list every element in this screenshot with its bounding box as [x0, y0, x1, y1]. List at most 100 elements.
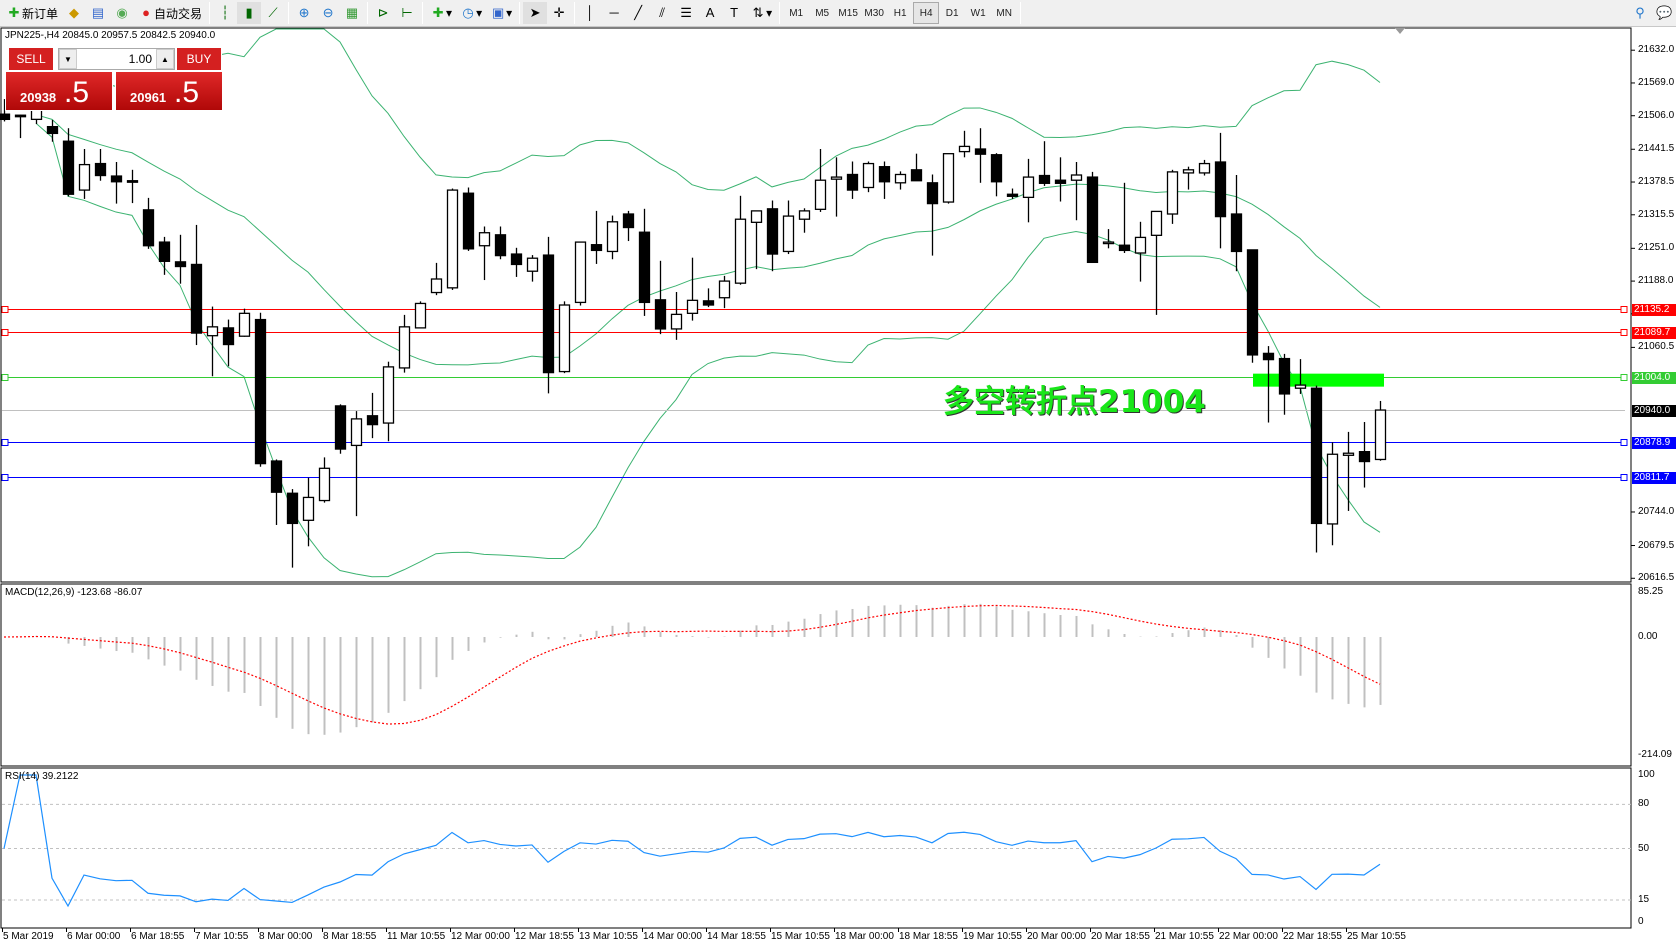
bull-candle	[1150, 210, 1163, 236]
pivot-annotation-text[interactable]: 多空转折点21004	[943, 384, 1206, 420]
time-axis-label: 5 Mar 2019	[3, 931, 54, 942]
level-handle	[1, 306, 9, 313]
timeframe-h1[interactable]: H1	[893, 7, 907, 19]
line-chart-button[interactable]: ⟋	[261, 2, 285, 24]
bull-candle	[894, 173, 907, 184]
terminal-button[interactable]: ▤	[86, 2, 110, 24]
zoom-in-button[interactable]: ⊕	[292, 2, 316, 24]
equidistant-channel-button[interactable]: ⫽	[650, 2, 674, 24]
price-axis-label: 20616.5	[1638, 572, 1675, 584]
price-tag: 20878.9	[1632, 436, 1676, 449]
bear-candle	[286, 492, 299, 525]
bull-candle	[734, 218, 747, 284]
templates-button[interactable]: ▣ ▾	[491, 5, 513, 20]
pivot-zone-rectangle	[1253, 373, 1384, 387]
timeframe-m30[interactable]: M30	[864, 7, 884, 19]
bull-candle	[78, 163, 91, 191]
macd-axis-label: 85.25	[1638, 586, 1664, 597]
timeframe-w1[interactable]: W1	[970, 7, 986, 19]
cursor-button[interactable]: ➤	[523, 2, 548, 24]
macd-axis-label: 0.00	[1638, 631, 1658, 642]
bear-candle	[158, 241, 171, 262]
crosshair-button[interactable]: ✛	[547, 2, 571, 24]
search-button[interactable]: ⚲	[1628, 2, 1652, 24]
auto-trading-button[interactable]: ● 自动交易	[134, 2, 206, 24]
time-axis-label: 25 Mar 10:55	[1347, 931, 1406, 942]
timeframe-d1[interactable]: D1	[945, 7, 959, 19]
sell-button[interactable]: SELL	[8, 47, 54, 71]
horizontal-line-button[interactable]: ─	[602, 2, 626, 24]
text-label-button[interactable]: T	[722, 2, 746, 24]
periods-button[interactable]: ◷ ▾	[456, 2, 486, 24]
lot-decrease-button[interactable]: ▼	[59, 49, 77, 69]
timeframe-m15[interactable]: M15	[838, 7, 858, 19]
time-axis-label: 12 Mar 18:55	[515, 931, 574, 942]
level-handle	[1620, 306, 1628, 313]
macd-label: MACD(12,26,9) -123.68 -86.07	[5, 587, 143, 598]
buy-price-box[interactable]: 20961 .5	[115, 71, 223, 111]
time-axis-label: 22 Mar 18:55	[1283, 931, 1342, 942]
lot-increase-button[interactable]: ▲	[156, 49, 174, 69]
navigator-button[interactable]: ◆	[62, 2, 86, 24]
text-label-icon: T	[730, 5, 739, 20]
buy-button[interactable]: BUY	[176, 47, 222, 71]
bull-candle	[1198, 162, 1211, 174]
templates-icon: ▣	[491, 5, 505, 20]
tile-windows-button[interactable]: ▦	[340, 2, 364, 24]
buy-price-pips: .5	[174, 76, 200, 109]
timeframe-h4[interactable]: H4	[913, 2, 940, 24]
bull-candle	[942, 153, 955, 203]
timeframe-mn[interactable]: MN	[996, 7, 1012, 19]
bear-candle	[1278, 357, 1291, 395]
toolbar-divider	[574, 2, 576, 24]
sell-price-pips: .5	[64, 76, 90, 109]
bar-chart-button[interactable]: ┆	[213, 2, 237, 24]
macd-signal-line	[3, 604, 1381, 725]
zoom-out-button[interactable]: ⊖	[316, 2, 340, 24]
timeframe-m5[interactable]: M5	[815, 7, 830, 19]
bull-candle	[814, 179, 827, 210]
auto-scroll-button[interactable]: ⊳	[371, 2, 395, 24]
bull-candle	[750, 210, 763, 223]
chart-shift-button[interactable]: ⊢	[395, 2, 419, 24]
level-handle	[1, 329, 9, 336]
price-axis-label: 21441.5	[1638, 143, 1675, 155]
bear-candle	[910, 169, 923, 182]
price-axis-label: 21506.0	[1638, 109, 1675, 121]
time-axis-label: 14 Mar 18:55	[707, 931, 766, 942]
toolbar-divider	[1020, 2, 1022, 24]
navigator-icon: ◆	[69, 5, 80, 20]
bull-candle	[958, 145, 971, 153]
candlestick-button[interactable]: ▮	[237, 2, 262, 24]
time-axis-label: 11 Mar 10:55	[387, 931, 446, 942]
chart-shift-marker	[1395, 28, 1405, 34]
signals-button[interactable]: ◉	[110, 2, 134, 24]
sell-price-box[interactable]: 20938 .5	[5, 71, 113, 111]
time-axis-label: 21 Mar 10:55	[1155, 931, 1214, 942]
arrows-button[interactable]: ⇅ ▾	[746, 2, 776, 24]
bollinger-upper	[35, 28, 1381, 191]
bear-candle	[0, 113, 11, 121]
sell-price: 20938	[20, 90, 57, 105]
trendline-button[interactable]: ╱	[626, 2, 650, 24]
lot-size-input[interactable]	[77, 52, 156, 66]
price-axis-label: 20744.0	[1638, 505, 1675, 517]
chart-canvas[interactable]	[0, 27, 1676, 950]
bull-candle	[1102, 241, 1115, 245]
bear-candle	[974, 148, 987, 155]
fibonacci-button[interactable]: ☰	[674, 2, 698, 24]
new-order-button[interactable]: ✚ 新订单	[2, 2, 62, 24]
text-button[interactable]: A	[698, 2, 722, 24]
text-icon: A	[705, 5, 715, 20]
chat-button[interactable]: 💬	[1652, 2, 1676, 24]
price-axis-label: 21060.5	[1638, 341, 1675, 353]
level-handle	[1, 474, 9, 481]
rsi-axis-label: 15	[1638, 893, 1650, 905]
indicators-button[interactable]: ✚ ▾	[426, 2, 456, 24]
timeframe-m1[interactable]: M1	[789, 7, 804, 19]
toolbar-divider	[422, 2, 424, 24]
level-handle	[1620, 439, 1628, 446]
bear-candle	[878, 166, 891, 183]
bull-candle	[1166, 171, 1179, 215]
vertical-line-button[interactable]: │	[578, 2, 602, 24]
